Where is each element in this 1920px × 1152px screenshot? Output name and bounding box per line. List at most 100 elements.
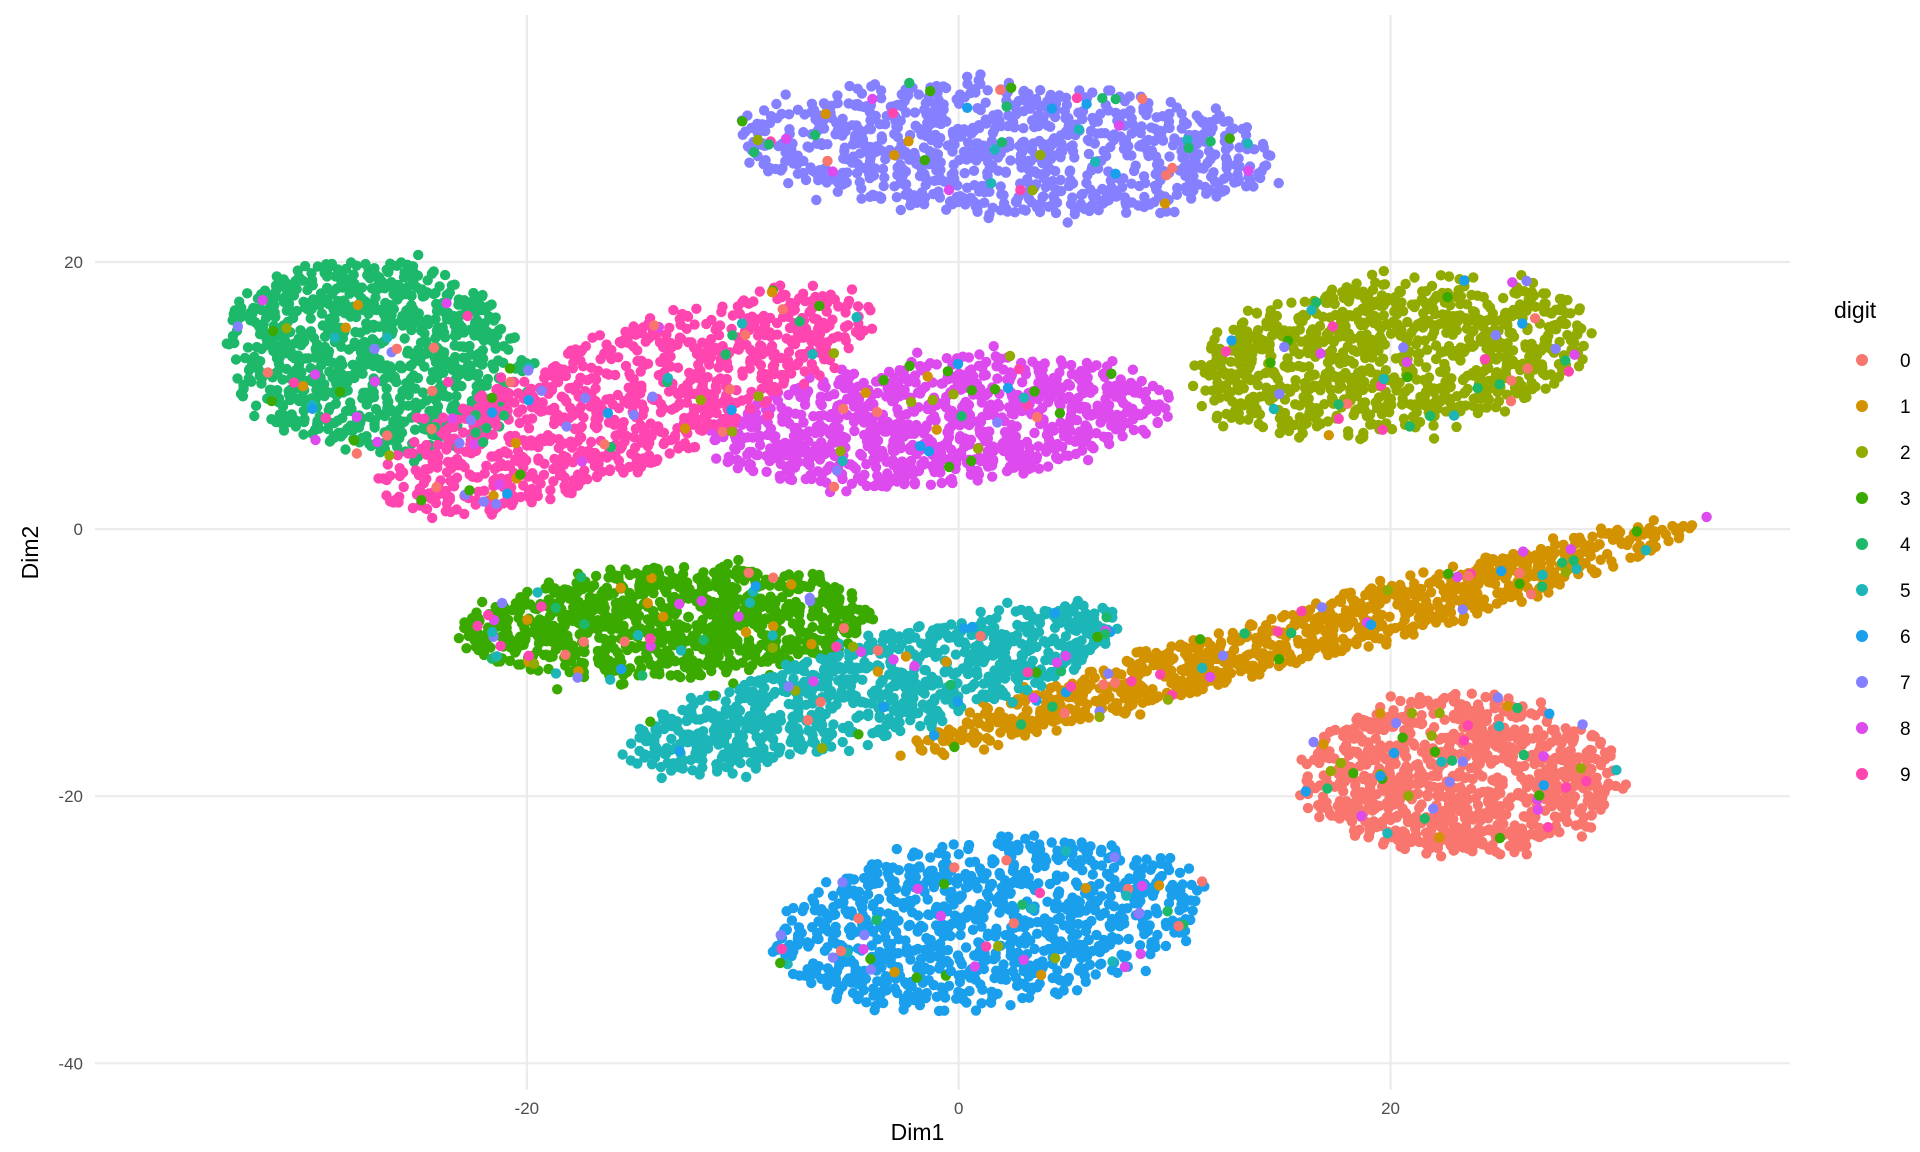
scatter-point bbox=[1353, 787, 1364, 799]
scatter-point bbox=[1520, 339, 1531, 350]
scatter-point bbox=[270, 311, 281, 323]
scatter-point bbox=[1239, 331, 1250, 342]
scatter-point bbox=[799, 581, 810, 592]
scatter-point bbox=[230, 354, 242, 365]
scatter-point bbox=[1290, 375, 1301, 386]
scatter-point bbox=[609, 570, 620, 581]
scatter-point bbox=[939, 749, 950, 761]
scatter-point bbox=[1316, 613, 1328, 624]
scatter-point bbox=[513, 659, 524, 670]
scatter-point bbox=[1445, 600, 1456, 611]
scatter-point bbox=[549, 587, 560, 598]
scatter-point bbox=[973, 718, 985, 729]
scatter-point bbox=[1493, 713, 1505, 725]
scatter-point bbox=[399, 388, 410, 399]
scatter-point bbox=[895, 750, 906, 761]
scatter-point bbox=[242, 342, 254, 353]
scatter-point bbox=[326, 289, 337, 300]
scatter-point bbox=[1131, 647, 1142, 658]
scatter-point bbox=[820, 639, 831, 650]
scatter-point bbox=[548, 620, 559, 631]
scatter-point bbox=[274, 352, 285, 363]
scatter-point bbox=[1535, 734, 1546, 745]
scatter-point bbox=[1430, 617, 1442, 628]
scatter-point bbox=[1511, 764, 1523, 775]
scatter-point bbox=[1505, 357, 1516, 368]
scatter-point bbox=[1243, 364, 1254, 375]
scatter-point bbox=[828, 719, 839, 730]
scatter-point bbox=[1405, 570, 1416, 581]
scatter-point bbox=[310, 343, 321, 355]
scatter-point bbox=[1523, 294, 1534, 305]
scatter-point bbox=[1507, 310, 1518, 322]
scatter-point bbox=[342, 371, 353, 382]
scatter-point bbox=[1223, 388, 1235, 399]
scatter-point bbox=[1595, 736, 1607, 748]
scatter-point bbox=[807, 568, 818, 580]
scatter-point bbox=[1650, 541, 1662, 552]
scatter-point bbox=[1517, 555, 1529, 566]
scatter-point bbox=[594, 656, 606, 668]
scatter-point bbox=[1482, 709, 1493, 720]
scatter-point bbox=[366, 283, 378, 294]
scatter-point bbox=[1374, 300, 1386, 311]
scatter-point bbox=[1480, 740, 1491, 751]
scatter-point bbox=[1355, 433, 1366, 445]
scatter-point bbox=[1491, 369, 1502, 380]
scatter-point bbox=[559, 584, 570, 595]
scatter-point bbox=[1165, 655, 1177, 666]
scatter-point bbox=[1388, 705, 1399, 716]
scatter-point bbox=[442, 307, 454, 318]
scatter-point bbox=[1560, 307, 1571, 319]
scatter-point bbox=[1502, 828, 1514, 839]
scatter-point bbox=[285, 394, 296, 406]
scatter-point bbox=[1392, 590, 1403, 601]
scatter-point bbox=[1299, 296, 1311, 307]
scatter-point bbox=[1671, 523, 1683, 534]
scatter-point bbox=[728, 631, 739, 642]
scatter-point bbox=[1390, 758, 1401, 769]
scatter-point bbox=[573, 596, 584, 607]
scatter-point bbox=[665, 630, 677, 641]
scatter-point bbox=[381, 391, 392, 403]
scatter-point bbox=[1541, 741, 1553, 752]
scatter-point bbox=[1432, 843, 1444, 854]
scatter-point bbox=[1314, 811, 1325, 823]
scatter-point bbox=[1565, 768, 1576, 779]
scatter-point bbox=[416, 286, 427, 297]
scatter-point bbox=[245, 363, 256, 374]
scatter-point bbox=[1166, 641, 1177, 652]
scatter-point bbox=[380, 297, 391, 309]
scatter-point bbox=[1421, 839, 1432, 850]
scatter-point bbox=[471, 381, 482, 392]
scatter-point bbox=[356, 282, 368, 293]
scatter-point bbox=[400, 313, 411, 324]
scatter-point bbox=[733, 554, 744, 566]
scatter-point bbox=[698, 567, 709, 578]
scatter-point bbox=[1409, 272, 1420, 283]
scatter-point bbox=[340, 263, 352, 275]
scatter-point bbox=[1370, 733, 1382, 744]
scatter-point bbox=[1512, 733, 1523, 745]
scatter-point bbox=[453, 633, 465, 644]
scatter-point bbox=[326, 258, 338, 270]
scatter-point bbox=[1352, 633, 1364, 644]
scatter-point bbox=[827, 626, 838, 637]
scatter-point bbox=[1472, 721, 1484, 732]
scatter-point bbox=[268, 298, 279, 310]
scatter-point bbox=[708, 567, 720, 578]
scatter-point bbox=[984, 712, 995, 723]
scatter-point bbox=[1625, 552, 1636, 563]
scatter-point bbox=[1484, 729, 1495, 740]
scatter-point bbox=[712, 597, 723, 609]
scatter-point bbox=[585, 600, 597, 611]
scatter-point bbox=[1543, 545, 1554, 557]
scatter-point bbox=[664, 565, 675, 576]
scatter-point bbox=[1391, 308, 1403, 320]
scatter-point bbox=[1382, 292, 1393, 304]
scatter-point bbox=[438, 347, 450, 358]
scatter-point bbox=[602, 586, 614, 597]
scatter-point bbox=[1460, 796, 1471, 807]
scatter-point bbox=[1489, 555, 1500, 566]
scatter-point bbox=[1481, 315, 1492, 326]
